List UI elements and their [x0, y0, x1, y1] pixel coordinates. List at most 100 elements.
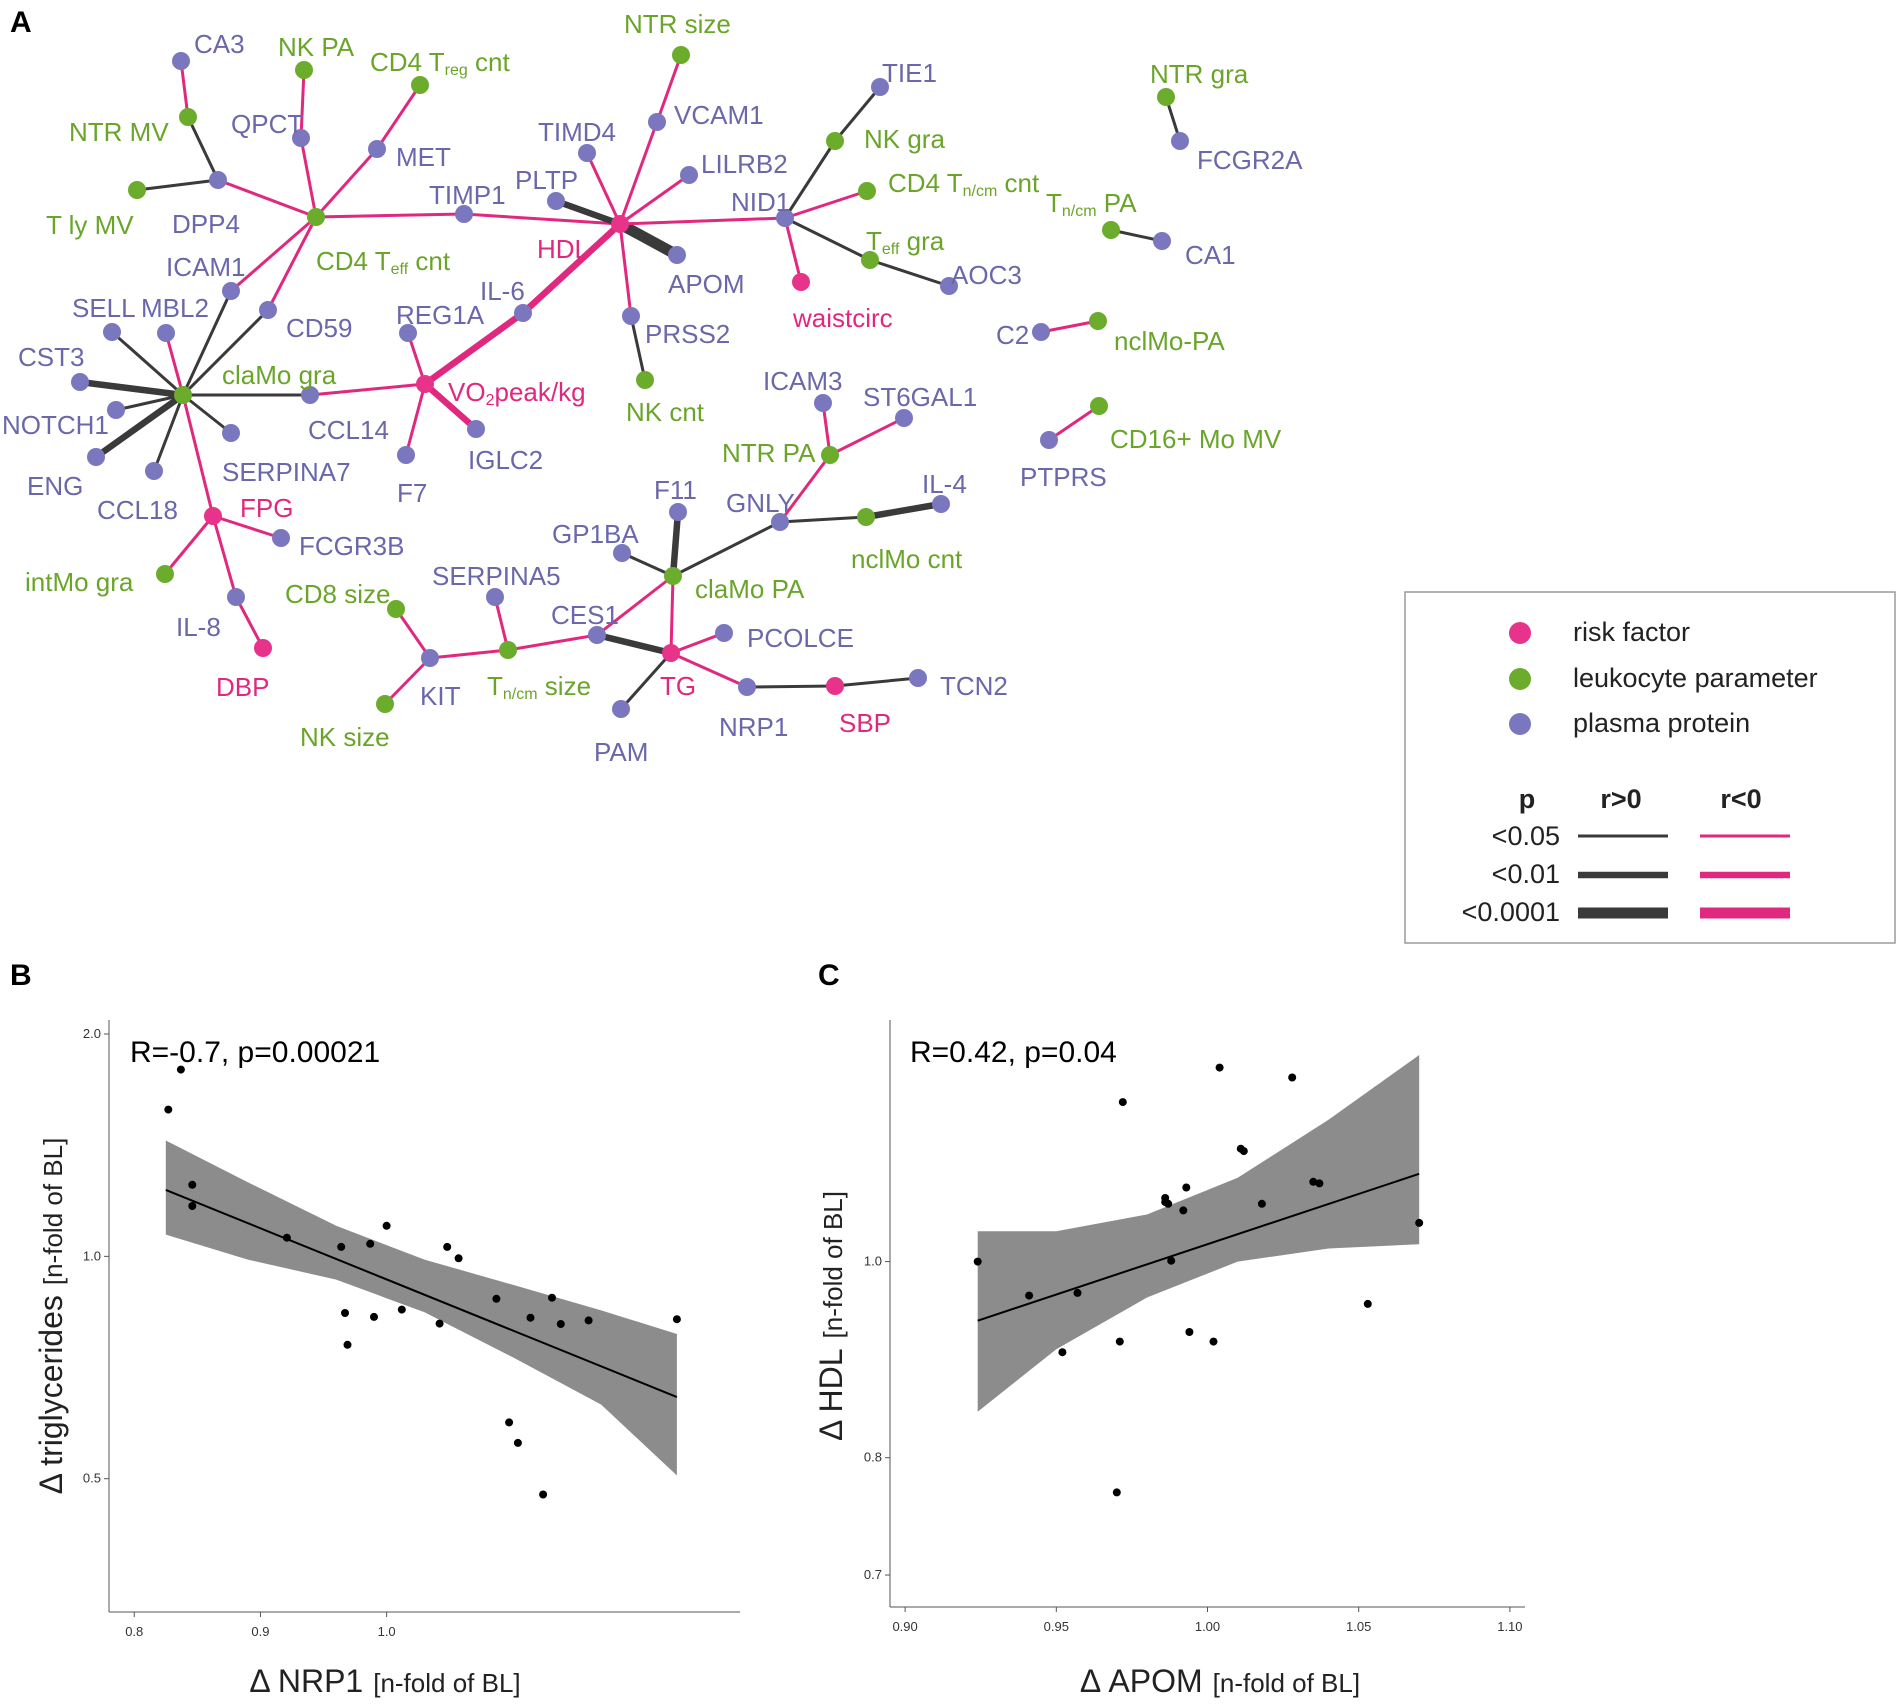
network-label-pcolce: PCOLCE: [747, 623, 854, 653]
network-node-timp1: [455, 205, 473, 223]
chart-b-point-4: [282, 1233, 291, 1242]
network-edge-pltp-hdl: [552, 197, 624, 228]
chart-b-point-15: [492, 1294, 501, 1303]
network-label-c2: C2: [996, 320, 1029, 350]
network-label-tlymv: T ly MV: [46, 210, 134, 240]
chart-c-point-21: [1315, 1179, 1324, 1188]
network-node-il8: [227, 588, 245, 606]
chart-b-point-1: [176, 1065, 185, 1074]
legend-label-leuko: leukocyte parameter: [1573, 663, 1818, 693]
chart-b-ytick-label-1: 1.0: [83, 1248, 101, 1263]
network-node-aoc3: [940, 277, 958, 295]
network-node-nksize: [376, 695, 394, 713]
network-node-timd4: [578, 144, 596, 162]
network-edge-hdl-prss2: [618, 222, 633, 318]
network-edge-notch1-clamogra: [114, 393, 185, 412]
network-node-ca1: [1153, 232, 1171, 250]
network-edge-tlymv-dpp4: [135, 178, 220, 192]
network-label-hdl: HDL: [537, 234, 589, 264]
network-node-icam3: [814, 394, 832, 412]
chart-b-y-title: Δ triglycerides[n-fold of BL]: [33, 1138, 69, 1495]
chart-b-ytick-label-0: 0.5: [83, 1471, 101, 1486]
network-node-nid1: [776, 209, 794, 227]
network-node-reg1a: [399, 324, 417, 342]
network-node-cd16momv: [1090, 397, 1108, 415]
network-label-tncmpa: Tn/cm PA: [1046, 188, 1137, 220]
network-label-tie1: TIE1: [882, 58, 937, 88]
chart-c-point-23: [1415, 1218, 1424, 1227]
network-node-pcolce: [715, 624, 733, 642]
network-label-ca3: CA3: [194, 29, 245, 59]
network-label-il4: IL-4: [922, 469, 967, 499]
network-edge-gnly-clamopa: [671, 520, 782, 578]
network-node-ccl18: [145, 462, 163, 480]
network-label-ptprs: PTPRS: [1020, 462, 1107, 492]
chart-c-point-15: [1215, 1063, 1224, 1072]
network-node-ntrsize: [672, 46, 690, 64]
chart-b-point-10: [382, 1221, 391, 1230]
network-node-c2: [1032, 323, 1050, 341]
chart-c-ytick-label-2: 1.0: [864, 1254, 882, 1269]
chart-b-point-3: [188, 1202, 197, 1210]
scatter-chart-apom-hdl: 0.90 0.95 1.00 1.05 1.10 0.7 0.8 1.0 R=0.42, p=…: [813, 1020, 1525, 1699]
chart-c-point-9: [1164, 1199, 1173, 1208]
network-node-cd4treg: [411, 76, 429, 94]
network-node-ntrpa: [821, 446, 839, 464]
network-node-ptprs: [1040, 431, 1058, 449]
legend-head-neg: r<0: [1720, 784, 1761, 814]
chart-b-xtick-label-1: 0.9: [251, 1624, 269, 1639]
network-edge-c2-nclmopa: [1039, 319, 1100, 334]
network-label-cd59: CD59: [286, 313, 352, 343]
network-node-nrp1: [738, 678, 756, 696]
chart-b-x-title: Δ NRP1 [n-fold of BL]: [249, 1663, 520, 1699]
chart-b-x-title-text: Δ NRP1 [n-fold of BL]: [249, 1663, 520, 1699]
network-node-ces1: [588, 626, 606, 644]
network-graph: CA3 NTR MV DPP4 T ly MV NK PA QPCT CD4 Treg cn…: [2, 9, 1303, 767]
network-edge-cd4treg-met: [375, 83, 422, 151]
network-label-ntrgra: NTR gra: [1150, 59, 1249, 89]
network-edge-il6-hdl: [519, 220, 624, 317]
chart-c-ytick-label-0: 0.7: [864, 1567, 882, 1582]
network-edge-ntrsize-vcam1: [655, 53, 683, 124]
network-label-dpp4: DPP4: [172, 209, 240, 239]
network-edge-gnly-nclmocnt: [778, 515, 868, 524]
network-edge-cst3-clamogra: [76, 378, 187, 399]
network-edge-vcam1-hdl: [618, 120, 659, 226]
network-label-nclmocnt: nclMo cnt: [851, 544, 963, 574]
network-node-mbl2: [157, 324, 175, 342]
network-label-nrp1: NRP1: [719, 712, 788, 742]
network-edge-nkgra-nid1: [783, 139, 837, 220]
network-label-vcam1: VCAM1: [674, 100, 764, 130]
network-node-prss2: [622, 307, 640, 325]
network-label-ces1: CES1: [551, 600, 619, 630]
network-node-dbp: [254, 639, 272, 657]
network-label-ccl14: CCL14: [308, 415, 389, 445]
network-edge-kit-tncmsize: [428, 648, 510, 660]
chart-c-point-0: [973, 1257, 982, 1266]
chart-b-point-18: [526, 1313, 535, 1322]
network-label-met: MET: [396, 142, 451, 172]
network-node-hdl: [611, 215, 629, 233]
chart-c-point-2: [1058, 1348, 1067, 1357]
chart-b-point-13: [443, 1242, 452, 1251]
chart-b-xtick-label-0: 0.8: [125, 1624, 143, 1639]
chart-c-ytick-label-1: 0.8: [864, 1450, 882, 1465]
network-label-nksize: NK size: [300, 722, 390, 752]
chart-b-ticks: 0.8 0.9 1.0 0.5 1.0 2.0: [83, 1026, 396, 1639]
network-edge-nkpa-qpct: [299, 68, 306, 140]
network-node-intmogra: [156, 565, 174, 583]
network-edge-tg-nrp1: [669, 651, 749, 689]
network-edge-cd4teff-icam1: [229, 215, 318, 293]
network-edge-prss2-nkcnt: [629, 314, 647, 382]
network-node-tg: [662, 644, 680, 662]
network-label-vo2: VO2peak/kg: [448, 377, 586, 409]
chart-c-xtick-label-4: 1.10: [1497, 1619, 1522, 1634]
network-label-iglc2: IGLC2: [468, 445, 543, 475]
network-node-waist: [792, 273, 810, 291]
legend-marker-leuko: [1509, 668, 1531, 690]
chart-b-y-title-text: Δ triglycerides[n-fold of BL]: [33, 1138, 69, 1495]
network-node-eng: [87, 448, 105, 466]
network-edge-nksize-kit: [383, 656, 432, 706]
network-label-cst3: CST3: [18, 342, 84, 372]
